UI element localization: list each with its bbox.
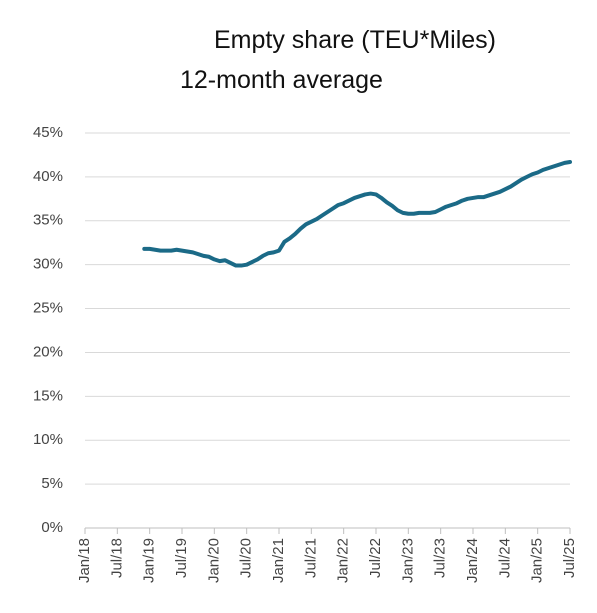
x-tick-label: Jul/21 [302, 538, 319, 578]
x-tick-label: Jul/19 [173, 538, 190, 578]
chart-subtitle: 12-month average [180, 66, 383, 94]
x-tick-label: Jan/21 [270, 538, 287, 583]
y-tick-label: 20% [33, 343, 63, 360]
y-tick-label: 40% [33, 168, 63, 185]
x-tick-label: Jul/25 [561, 538, 578, 578]
x-tick-label: Jul/18 [108, 538, 125, 578]
y-tick-label: 30% [33, 256, 63, 273]
x-tick-label: Jan/25 [529, 538, 546, 583]
y-tick-label: 15% [33, 387, 63, 404]
x-tick-label: Jan/20 [205, 538, 222, 583]
x-tick-label: Jan/18 [76, 538, 93, 583]
y-tick-label: 35% [33, 212, 63, 229]
y-tick-label: 25% [33, 300, 63, 317]
x-tick-label: Jul/20 [238, 538, 255, 578]
x-tick-label: Jul/22 [367, 538, 384, 578]
x-tick-label: Jul/23 [432, 538, 449, 578]
x-tick-label: Jan/23 [399, 538, 416, 583]
y-tick-label: 10% [33, 431, 63, 448]
x-tick-label: Jul/24 [496, 538, 513, 578]
y-tick-label: 5% [41, 475, 63, 492]
chart-title: Empty share (TEU*Miles) [214, 26, 496, 54]
data-line [142, 159, 572, 268]
x-tick-label: Jan/22 [335, 538, 352, 583]
y-tick-label: 0% [41, 519, 63, 536]
y-tick-label: 45% [33, 124, 63, 141]
x-tick-label: Jan/24 [464, 538, 481, 583]
x-tick-label: Jan/19 [141, 538, 158, 583]
